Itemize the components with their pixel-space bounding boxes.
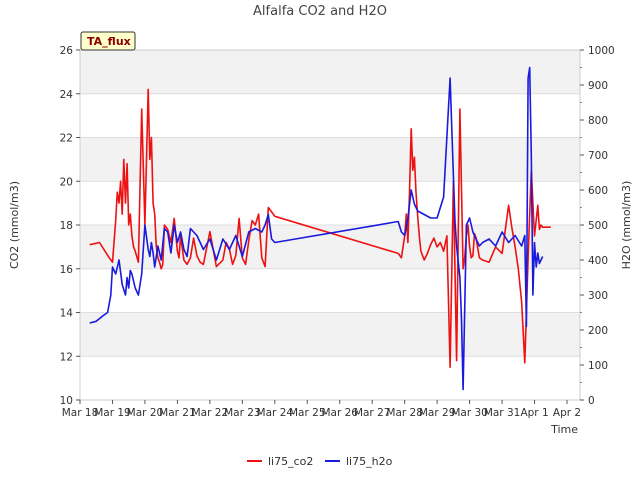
badge-box xyxy=(80,31,136,51)
legend-label-co2: li75_co2 xyxy=(268,455,313,468)
legend-label-h2o: li75_h2o xyxy=(346,455,393,468)
x-axis-label: Time xyxy=(550,423,578,436)
series-line-li75_co2 xyxy=(89,88,551,369)
y2-tick-label: 700 xyxy=(588,150,608,162)
y-axis-left: 10 12 14 16 18 20 22 24 26 xyxy=(60,45,80,407)
y-tick-label: 26 xyxy=(60,45,74,57)
y2-tick-label: 900 xyxy=(588,80,608,92)
y2-tick-label: 500 xyxy=(588,220,608,232)
y-tick-label: 18 xyxy=(60,220,73,232)
x-tick-label: Mar 22 xyxy=(192,407,229,419)
x-tick-label: Mar 19 xyxy=(94,407,131,419)
y-tick-label: 10 xyxy=(60,395,73,407)
ta-flux-badge: TA_flux xyxy=(80,31,136,51)
y-axis-label: CO2 (mmol/m3) xyxy=(8,181,21,269)
plot-band xyxy=(80,93,580,138)
y-tick-label: 24 xyxy=(60,89,74,101)
y2-tick-label: 600 xyxy=(588,185,608,197)
x-tick-label: Mar 18 xyxy=(62,407,99,419)
x-tick-label: Apr 2 xyxy=(553,407,581,419)
x-tick-label: Mar 27 xyxy=(354,407,391,419)
chart-title: Alfalfa CO2 and H2O xyxy=(253,4,387,19)
plot-area xyxy=(89,66,551,391)
y2-tick-label: 100 xyxy=(588,360,608,372)
y-tick-label: 16 xyxy=(60,264,74,276)
plot-band xyxy=(80,312,580,357)
plot-band xyxy=(80,50,580,94)
series-line-li75_h2o xyxy=(89,66,544,391)
x-tick-label: Mar 21 xyxy=(159,407,196,419)
x-tick-label: Mar 31 xyxy=(484,407,521,419)
y2-tick-label: 200 xyxy=(588,325,608,337)
plot-band xyxy=(80,268,580,313)
x-tick-label: Mar 29 xyxy=(419,407,456,419)
y-tick-label: 12 xyxy=(60,351,73,363)
legend: li75_co2 li75_h2o xyxy=(247,455,393,468)
y-tick-label: 22 xyxy=(60,133,73,145)
x-tick-label: Mar 25 xyxy=(289,407,326,419)
x-tick-label: Mar 24 xyxy=(257,407,294,419)
y2-tick-label: 300 xyxy=(588,290,608,302)
y2-tick-label: 1000 xyxy=(588,45,615,57)
plot-band xyxy=(80,181,580,225)
y2-axis-label: H2O (mmol/m3) xyxy=(620,181,633,270)
x-tick-label: Mar 30 xyxy=(451,407,488,419)
y-tick-label: 14 xyxy=(60,308,74,320)
plot-band xyxy=(80,137,580,182)
x-tick-label: Mar 20 xyxy=(127,407,164,419)
plot-band xyxy=(80,356,580,400)
y2-tick-label: 800 xyxy=(588,115,608,127)
x-tick-label: Mar 26 xyxy=(321,407,358,419)
x-tick-label: Apr 1 xyxy=(520,407,548,419)
y-tick-label: 20 xyxy=(60,176,73,188)
y2-tick-label: 0 xyxy=(588,395,595,407)
badge-label: TA_flux xyxy=(87,35,131,48)
y-axis-right: 0 100 200 300 400 500 600 700 800 900 1000 xyxy=(580,45,615,407)
x-tick-label: Mar 28 xyxy=(386,407,423,419)
x-tick-label: Mar 23 xyxy=(224,407,261,419)
y2-tick-label: 400 xyxy=(588,255,608,267)
